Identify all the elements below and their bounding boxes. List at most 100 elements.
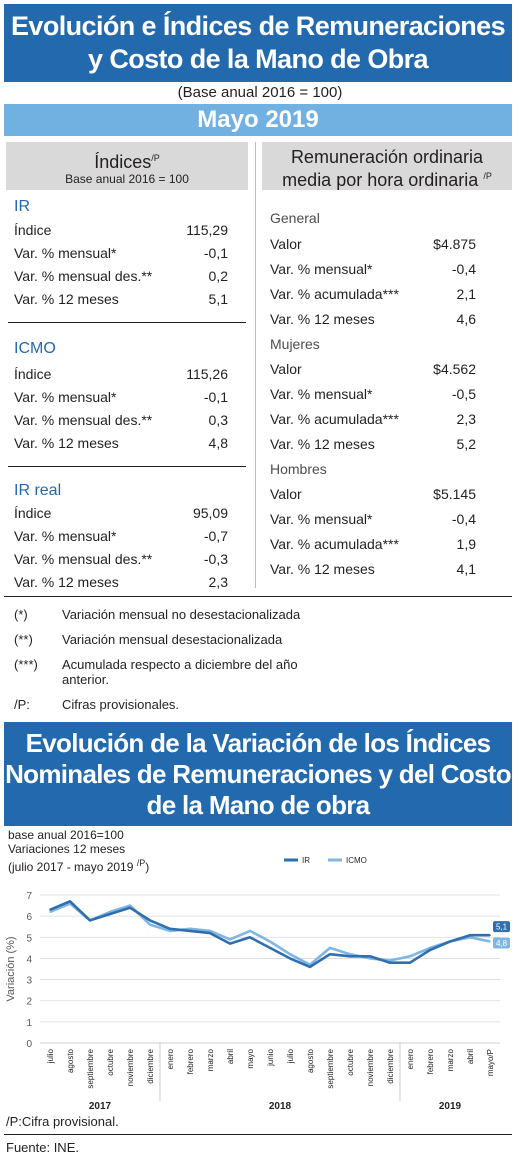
row-label: Var. % mensual des.** — [14, 412, 153, 428]
footnote: (**) Variación mensual desestacionalizada — [14, 632, 342, 647]
x-tick-label: marzo — [206, 1048, 215, 1071]
row-label: Var. % 12 meses — [14, 291, 119, 307]
section-title-ir: IR — [14, 198, 30, 215]
data-point-icmo — [289, 953, 291, 955]
row-label: Var. % 12 meses — [270, 561, 375, 577]
row-value: 1,9 — [456, 536, 476, 552]
data-point-ir — [369, 955, 371, 958]
data-point-icmo — [369, 957, 371, 960]
data-point-icmo — [169, 930, 171, 932]
main-title-line1: Evolución e Índices de Remuneraciones — [11, 11, 506, 41]
data-point-ir — [429, 949, 431, 951]
data-point-ir — [409, 961, 411, 964]
row-value: -0,3 — [203, 551, 228, 567]
table-row: Var. % mensual des.** 0,3 — [14, 412, 228, 428]
chart-title-banner: Evolución de la Variación de los Índices… — [4, 722, 512, 826]
data-point-ir — [209, 932, 211, 934]
row-label: Var. % mensual des.** — [14, 551, 153, 567]
table-row: Var. % acumulada*** 2,3 — [270, 411, 476, 427]
y-tick-label: 2 — [26, 997, 32, 1008]
table-row: Var. % acumulada*** 2,1 — [270, 286, 476, 302]
chart-title-line3: de la Mano de obra — [146, 789, 371, 820]
footnote-text: Variación mensual desestacionalizada — [62, 632, 283, 647]
section-title-ir-real: IR real — [14, 482, 62, 499]
table-row: Var. % 12 meses 4,6 — [270, 311, 476, 327]
row-label: Var. % 12 meses — [14, 435, 119, 451]
main-title-line2: y Costo de la Mano de Obra — [88, 44, 429, 74]
data-point-icmo — [109, 911, 111, 913]
indices-header: Índices/P Base anual 2016 = 100 — [6, 142, 248, 190]
column-divider — [255, 142, 256, 588]
row-value: -0,4 — [451, 261, 476, 277]
data-point-ir — [189, 930, 191, 932]
notes-divider — [4, 596, 512, 597]
data-point-ir — [69, 900, 71, 903]
data-point-icmo — [269, 940, 271, 943]
row-label: Var. % acumulada*** — [270, 411, 399, 427]
row-label: Valor — [270, 486, 302, 502]
data-point-ir — [169, 928, 171, 930]
x-tick-label: noviembre — [366, 1048, 375, 1086]
footnote-mark: (*) — [14, 607, 28, 622]
row-value: $5.145 — [433, 486, 476, 502]
x-tick-label: octubre — [106, 1048, 115, 1075]
x-tick-label: junio — [266, 1048, 275, 1066]
data-point-icmo — [209, 930, 211, 932]
data-point-icmo — [149, 923, 151, 926]
table-row: Índice 115,26 — [14, 366, 228, 382]
row-label: Var. % mensual des.** — [14, 268, 153, 284]
data-point-icmo — [249, 930, 251, 932]
indices-subtitle: Base anual 2016 = 100 — [65, 172, 189, 186]
chart-subtitle-var: Variaciones 12 meses — [8, 842, 126, 856]
table-row: Var. % 12 meses 5,1 — [14, 291, 228, 307]
row-value: 2,3 — [208, 574, 228, 590]
row-label: Var. % mensual* — [14, 389, 117, 405]
data-point-ir — [329, 953, 331, 955]
group-title-hombres: Hombres — [270, 461, 327, 477]
row-value: -0,1 — [203, 389, 228, 405]
row-label: Valor — [270, 361, 302, 377]
table-row: Índice 115,29 — [14, 222, 228, 238]
table-row: Var. % 12 meses 4,1 — [270, 561, 476, 577]
table-row: Índice 95,09 — [14, 505, 228, 521]
legend-label-icmo: ICMO — [346, 856, 367, 865]
main-title-banner: Evolución e Índices de Remuneraciones y … — [4, 4, 512, 82]
y-tick-label: 6 — [26, 912, 32, 923]
table-row: Var. % mensual* -0,7 — [14, 528, 228, 544]
table-row: Var. % 12 meses 4,8 — [14, 435, 228, 451]
table-row: Var. % mensual* -0,5 — [270, 386, 476, 402]
y-tick-label: 1 — [26, 1018, 32, 1029]
remuneration-title-sup: /P — [483, 171, 492, 181]
row-value: -0,7 — [203, 528, 228, 544]
year-label: 2019 — [439, 1101, 462, 1112]
x-tick-label: febrero — [426, 1048, 435, 1074]
data-point-ir — [289, 957, 291, 960]
x-tick-label: octubre — [346, 1048, 355, 1075]
data-point-ir — [349, 955, 351, 958]
group-title-general: General — [270, 210, 320, 226]
y-tick-label: 7 — [26, 891, 32, 902]
data-point-ir — [49, 909, 51, 911]
row-value: 5,1 — [208, 291, 228, 307]
data-point-ir — [129, 906, 131, 909]
table-row: Var. % mensual* -0,4 — [270, 511, 476, 527]
y-tick-label: 0 — [26, 1039, 32, 1050]
data-point-icmo — [469, 936, 471, 939]
data-point-ir — [309, 966, 311, 968]
x-tick-label: abril — [466, 1049, 475, 1064]
remuneration-header: Remuneración ordinaria media por hora or… — [262, 142, 512, 190]
row-value: 115,26 — [186, 366, 228, 382]
chart-period-sup: /P — [136, 858, 146, 868]
y-tick-label: 4 — [26, 954, 32, 965]
legend-label-ir: IR — [302, 856, 310, 865]
data-point-icmo — [489, 940, 491, 943]
row-value: 0,2 — [208, 268, 228, 284]
row-label: Valor — [270, 236, 302, 252]
row-value: $4.562 — [433, 361, 476, 377]
data-point-ir — [469, 934, 471, 936]
indices-title: Índices — [94, 152, 152, 172]
data-point-icmo — [229, 938, 231, 941]
data-point-icmo — [49, 911, 51, 913]
row-value: -0,1 — [203, 245, 228, 261]
chart-subtitle-period: (julio 2017 - mayo 2019 /P) — [8, 857, 149, 874]
